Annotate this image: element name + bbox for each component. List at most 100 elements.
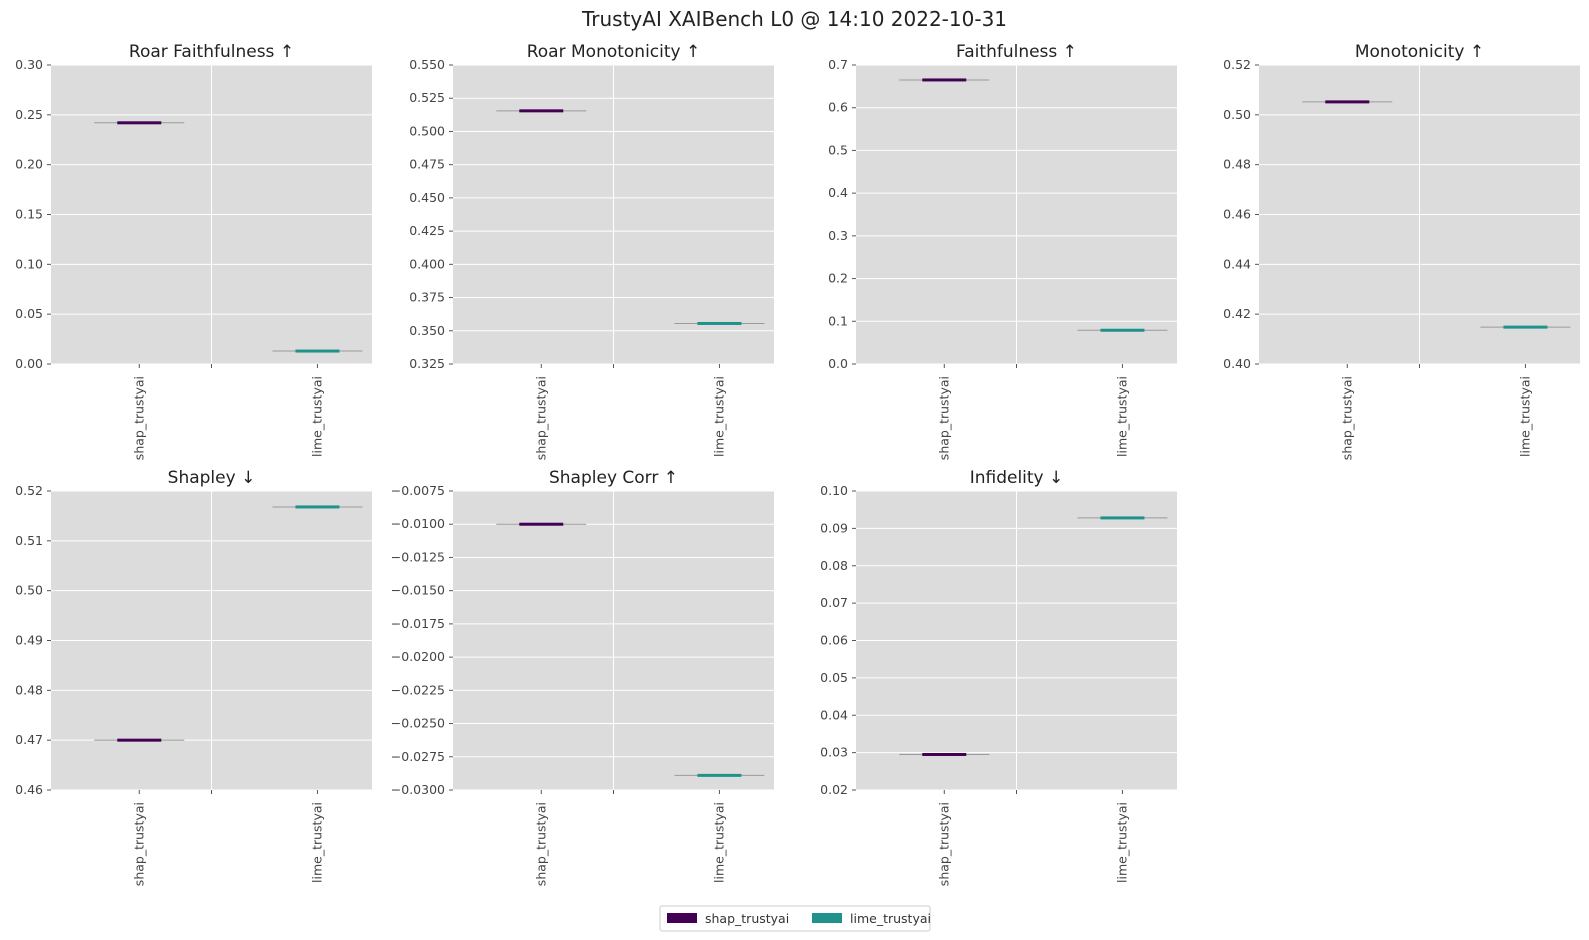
y-tick-label: 0.500 [409,123,445,138]
y-tick-label: 0.450 [409,190,445,205]
y-tick-label: 0.30 [15,57,43,72]
y-tick-label: 0.10 [15,256,43,271]
y-tick-label: 0.25 [15,107,43,122]
legend-frame [659,905,931,932]
y-tick-label: −0.0175 [391,616,445,631]
y-tick-label: 0.04 [820,707,848,722]
y-tick-label: 0.1 [828,313,848,328]
x-tick-label: shap_trustyai [533,376,548,460]
y-tick-label: 0.09 [820,520,848,535]
y-tick-label: 0.525 [409,90,445,105]
x-tick-label: shap_trustyai [1339,376,1354,460]
y-tick-label: 0.52 [15,483,43,498]
x-tick-label: lime_trustyai [1517,376,1532,457]
y-tick-label: 0.425 [409,223,445,238]
y-tick-label: 0.50 [1223,107,1251,122]
y-tick-label: 0.02 [820,782,848,797]
legend-swatch-shap [667,913,697,923]
y-tick-label: 0.42 [1223,306,1251,321]
y-tick-label: 0.3 [828,228,848,243]
y-tick-label: −0.0300 [391,782,445,797]
subplot-2: 0.325 0.350 0.375 0.400 0.425 0.450 0.475 0.500… [409,42,774,460]
legend-label-lime: lime_trustyai [850,911,931,926]
y-tick-label: 0.46 [1223,207,1251,222]
box-lime_trustyai [1100,328,1145,332]
y-tick-label: 0.00 [15,356,43,371]
legend-swatch-lime [812,913,842,923]
y-tick-label: −0.0150 [391,583,445,598]
y-tick-label: 0.51 [15,533,43,548]
box-shap_trustyai [117,738,162,742]
y-tick-label: 0.52 [1223,57,1251,72]
subplot-title: Monotonicity ↑ [1355,42,1484,62]
box-lime_trustyai [1503,325,1548,329]
y-tick-label: 0.2 [828,271,848,286]
x-tick-label: lime_trustyai [309,376,324,457]
y-tick-label: −0.0250 [391,716,445,731]
y-tick-label: 0.44 [1223,256,1251,271]
subplot-6: −0.0300 −0.0275 −0.0250 −0.0225 −0.0200 −0.01… [391,468,774,886]
y-tick-label: 0.550 [409,57,445,72]
y-tick-label: 0.48 [1223,157,1251,172]
subplot-7: 0.02 0.03 0.04 0.05 0.06 0.07 0.08 0.09 0.10 Infi… [820,468,1177,886]
y-tick-label: 0.06 [820,633,848,648]
y-tick-label: 0.475 [409,157,445,172]
y-tick-label: 0.47 [15,732,43,747]
box-shap_trustyai [922,752,967,756]
y-tick-label: 0.15 [15,207,43,222]
legend: shap_trustyai lime_trustyai [659,905,931,932]
y-tick-label: −0.0125 [391,549,445,564]
subplot-3: 0.0 0.1 0.2 0.3 0.4 0.5 0.6 0.7 Faithfulness ↑ sh… [828,42,1177,460]
box-lime_trustyai [697,773,742,777]
y-tick-label: 0.03 [820,745,848,760]
y-tick-label: −0.0075 [391,483,445,498]
y-tick-label: 0.49 [15,633,43,648]
subplot-title: Infidelity ↓ [970,468,1064,488]
y-tick-label: 0.08 [820,558,848,573]
subplot-title: Roar Faithfulness ↑ [129,42,294,62]
y-tick-label: 0.4 [828,185,848,200]
y-tick-label: 0.6 [828,100,848,115]
y-tick-label: 0.350 [409,323,445,338]
y-tick-label: 0.10 [820,483,848,498]
x-tick-label: shap_trustyai [936,376,951,460]
x-tick-label: lime_trustyai [711,802,726,883]
y-tick-label: 0.375 [409,290,445,305]
y-tick-label: 0.40 [1223,356,1251,371]
x-tick-label: shap_trustyai [533,802,548,886]
y-tick-label: 0.7 [828,57,848,72]
y-tick-label: −0.0100 [391,516,445,531]
y-tick-label: 0.400 [409,256,445,271]
box-lime_trustyai [697,321,742,325]
subplot-title: Faithfulness ↑ [956,42,1077,62]
x-tick-label: lime_trustyai [1114,376,1129,457]
box-shap_trustyai [519,522,564,526]
y-tick-label: 0.50 [15,583,43,598]
subplot-title: Shapley Corr ↑ [549,468,678,488]
y-tick-label: 0.20 [15,157,43,172]
y-tick-label: 0.46 [15,782,43,797]
subplots: 0.00 0.05 0.10 0.15 0.20 0.25 0.30 Roar Faithfu… [15,42,1580,886]
box-shap_trustyai [922,78,967,82]
box-lime_trustyai [1100,516,1145,520]
y-tick-label: 0.0 [828,356,848,371]
x-tick-label: lime_trustyai [711,376,726,457]
subplot-4: 0.40 0.42 0.44 0.46 0.48 0.50 0.52 Monotonicity… [1223,42,1580,460]
y-tick-label: 0.5 [828,142,848,157]
box-lime_trustyai [295,349,340,353]
y-tick-label: −0.0275 [391,749,445,764]
subplot-1: 0.00 0.05 0.10 0.15 0.20 0.25 0.30 Roar Faithfu… [15,42,372,460]
subplot-5: 0.46 0.47 0.48 0.49 0.50 0.51 0.52 Shapley ↓ sha… [15,468,372,886]
box-lime_trustyai [295,505,340,509]
y-tick-label: −0.0225 [391,682,445,697]
figure-title: TrustyAI XAIBench L0 @ 14:10 2022-10-31 [581,7,1007,31]
x-tick-label: lime_trustyai [309,802,324,883]
y-tick-label: 0.07 [820,595,848,610]
y-tick-label: 0.325 [409,356,445,371]
x-tick-label: shap_trustyai [131,376,146,460]
box-shap_trustyai [519,109,564,113]
y-tick-label: 0.05 [15,306,43,321]
y-tick-label: 0.48 [15,682,43,697]
x-tick-label: lime_trustyai [1114,802,1129,883]
